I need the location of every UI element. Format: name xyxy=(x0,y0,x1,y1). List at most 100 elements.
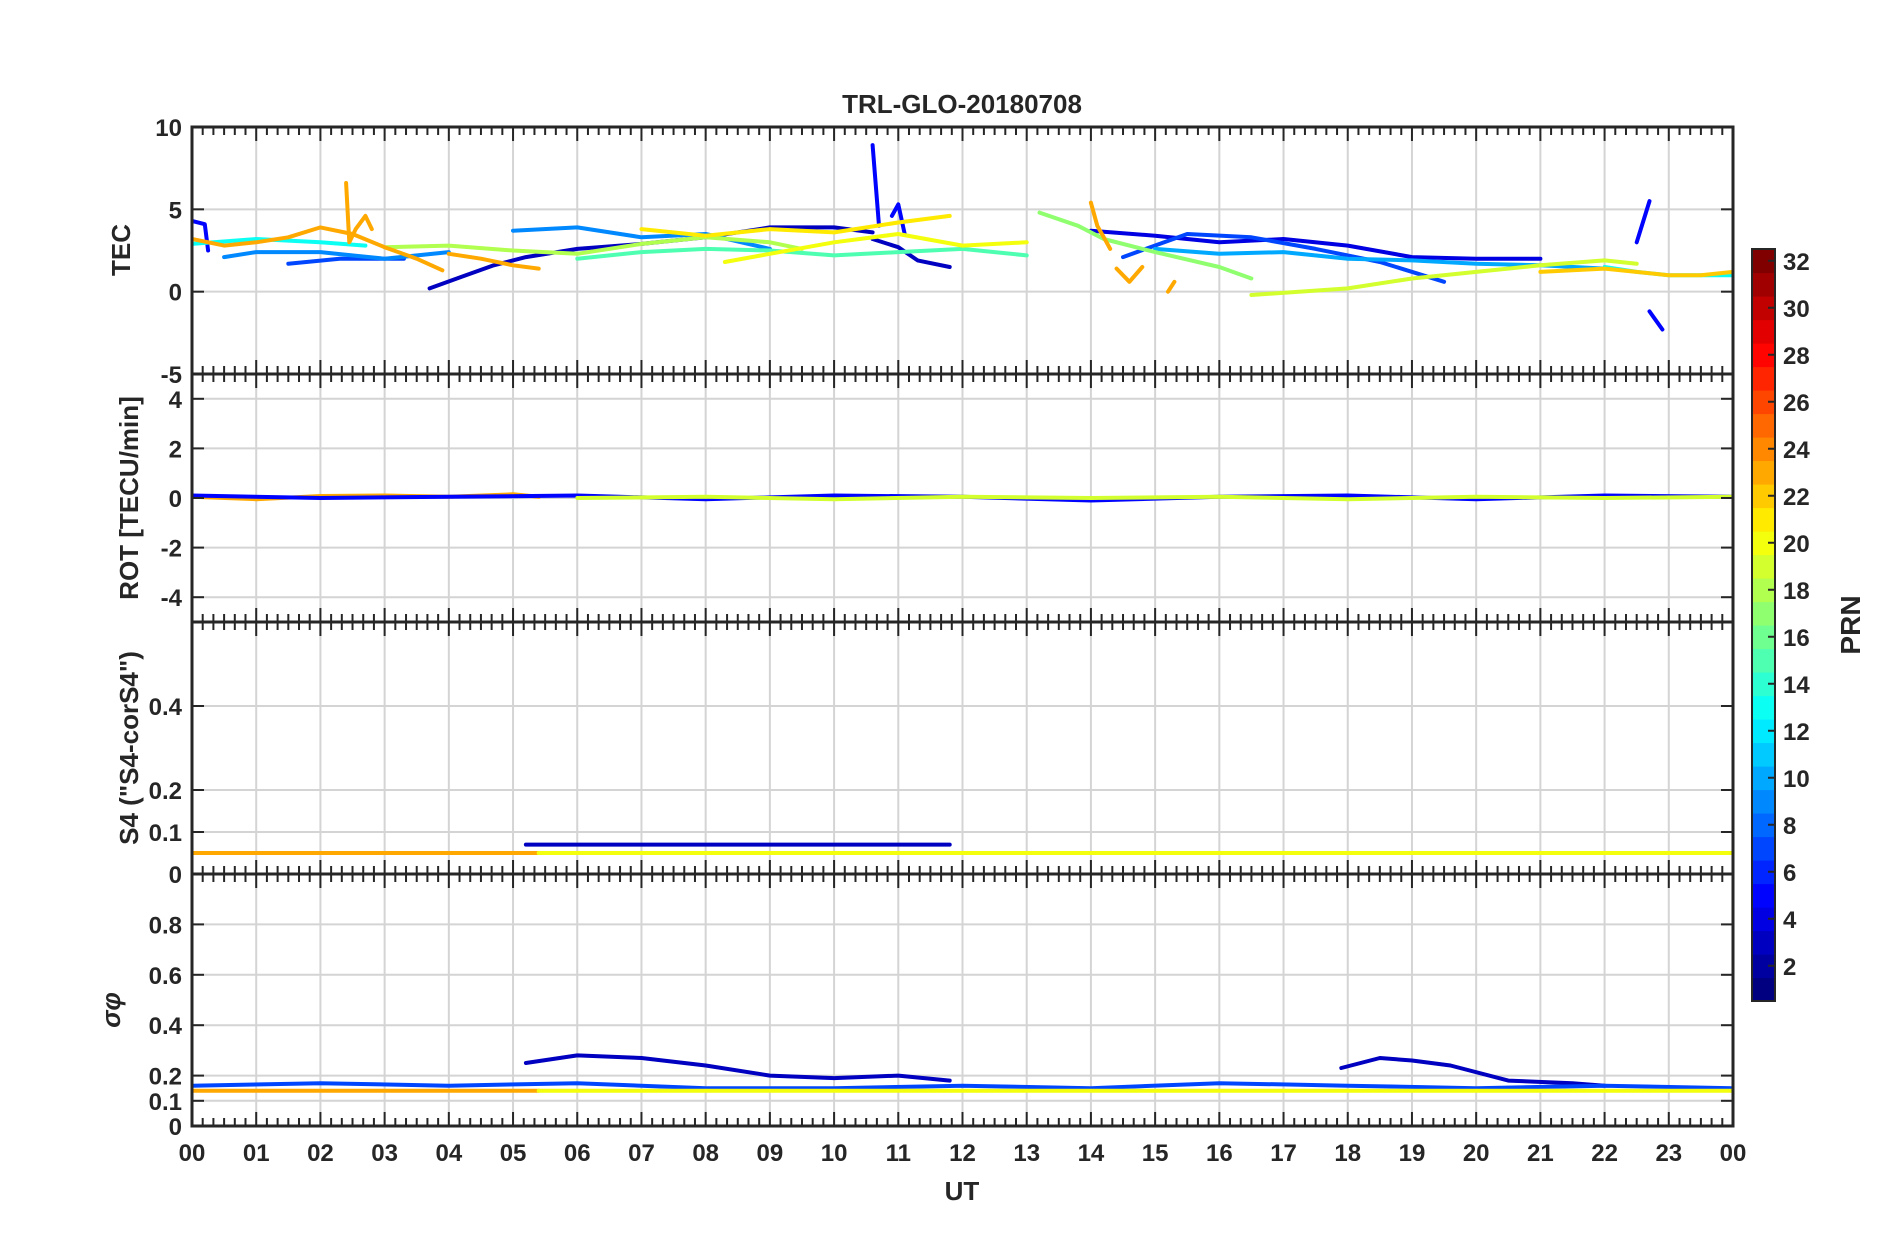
x-axis-tick-labels: 00 01 02 03 04 05 06 07 08 09 10 11 12 13 14 15 16 17 18 19… xyxy=(179,1140,1747,1167)
series-line xyxy=(427,225,875,291)
series-line xyxy=(1249,258,1639,297)
colorbar-cell xyxy=(1752,296,1775,321)
data-lines-rot xyxy=(192,492,1733,503)
y-axis-label-tec: TEC xyxy=(106,224,136,276)
colorbar-frame xyxy=(1751,248,1776,1002)
series-line xyxy=(446,251,541,271)
x-tick-label: 03 xyxy=(371,1140,398,1167)
series-line xyxy=(192,225,445,273)
colorbar-tick-label: 32 xyxy=(1783,249,1810,276)
x-tick-label: 16 xyxy=(1206,1140,1233,1167)
series-line xyxy=(382,235,804,256)
colorbar-cell xyxy=(1752,954,1775,979)
data-lines-s4 xyxy=(192,842,1733,855)
series-line xyxy=(889,202,907,236)
colorbar-label: PRN xyxy=(1835,595,1866,654)
colorbar-cell xyxy=(1752,860,1775,885)
colorbar-cell xyxy=(1752,390,1775,415)
x-tick-label: 11 xyxy=(886,1140,911,1167)
colorbar-cell xyxy=(1752,766,1775,791)
series-line xyxy=(575,246,1029,261)
y-tick-label: -4 xyxy=(161,585,183,612)
colorbar-tick-label: 20 xyxy=(1783,531,1810,558)
y-tick-label: 0.1 xyxy=(149,1089,182,1116)
series-line xyxy=(1088,200,1113,251)
x-tick-label: 09 xyxy=(757,1140,784,1167)
colorbar-cell xyxy=(1752,343,1775,368)
colorbar-tick-label: 8 xyxy=(1783,813,1796,840)
panel-s4: 0 0.1 0.2 0.4 S4 ("S4-corS4") xyxy=(114,620,1735,889)
series-line xyxy=(870,143,881,228)
colorbar-tick-label: 10 xyxy=(1783,766,1810,793)
colorbar-cell xyxy=(1752,460,1775,485)
colorbar-tick-label: 28 xyxy=(1783,343,1810,370)
series-line xyxy=(1088,228,1543,261)
colorbar-cell xyxy=(1752,977,1775,1002)
y-axis-label-s4: S4 ("S4-corS4") xyxy=(114,651,144,845)
colorbar-cell xyxy=(1752,437,1775,462)
colorbar-cell xyxy=(1752,366,1775,391)
x-tick-label: 19 xyxy=(1399,1140,1426,1167)
panel-rot: -4 -2 0 2 4 ROT [TECU/min] xyxy=(114,372,1735,624)
colorbar-cell xyxy=(1752,742,1775,767)
y-tick-label: 0.4 xyxy=(149,694,183,721)
colorbar-cell xyxy=(1752,695,1775,720)
y-tick-label: -5 xyxy=(161,362,182,389)
colorbar-cell xyxy=(1752,578,1775,603)
y-axis-label-rot: ROT [TECU/min] xyxy=(114,396,144,600)
x-tick-label: 02 xyxy=(307,1140,334,1167)
colorbar-tick-label: 18 xyxy=(1783,578,1810,605)
colorbar-cell xyxy=(1752,531,1775,556)
series-line xyxy=(1647,309,1665,332)
y-tick-label: 0.1 xyxy=(149,820,182,847)
colorbar-cell xyxy=(1752,272,1775,297)
colorbar-cell xyxy=(1752,789,1775,814)
y-tick-label: 0 xyxy=(169,1114,182,1141)
x-tick-label: 23 xyxy=(1655,1140,1682,1167)
y-tick-label: 10 xyxy=(155,115,182,142)
series-line xyxy=(192,1081,1733,1091)
series-line xyxy=(1121,232,1447,284)
axes-frame-sigma-phi xyxy=(190,872,1735,1128)
data-lines-sigma-phi xyxy=(192,1053,1733,1093)
colorbar-tick-label: 4 xyxy=(1783,907,1797,934)
series-line xyxy=(1339,1056,1607,1088)
colorbar-cell xyxy=(1752,319,1775,344)
colorbar-cell xyxy=(1752,719,1775,744)
x-tick-label: 08 xyxy=(692,1140,719,1167)
colorbar-cell xyxy=(1752,836,1775,861)
colorbar-tick-label: 14 xyxy=(1783,672,1810,699)
colorbar-tick-label: 2 xyxy=(1783,954,1796,981)
y-tick-label: 2 xyxy=(169,436,182,463)
colorbar-cell xyxy=(1752,601,1775,626)
series-line xyxy=(192,237,368,248)
colorbar-tick-label: 26 xyxy=(1783,390,1810,417)
series-line xyxy=(1634,199,1652,245)
y-axis-label-sigma-phi: σφ xyxy=(96,992,126,1028)
y-tick-label: 0 xyxy=(169,280,182,307)
colorbar-tick-label: 30 xyxy=(1783,296,1810,323)
y-tick-label: 0 xyxy=(169,486,182,513)
colorbar-cell xyxy=(1752,883,1775,908)
x-tick-label: 14 xyxy=(1078,1140,1105,1167)
colorbar-cell xyxy=(1752,507,1775,532)
y-tick-label: 0 xyxy=(169,862,182,889)
colorbar-cell xyxy=(1752,813,1775,838)
x-tick-label: 00 xyxy=(179,1140,206,1167)
colorbar-tick-label: 22 xyxy=(1783,484,1810,511)
x-tick-label: 06 xyxy=(564,1140,591,1167)
panel-tec: -5 0 5 10 TEC xyxy=(106,115,1735,389)
colorbar-tick-label: 24 xyxy=(1783,437,1810,464)
panel-sigma-phi: 00.10.2 0.4 0.6 0.8 σφ xyxy=(96,872,1735,1141)
x-tick-label: 01 xyxy=(243,1140,270,1167)
x-tick-label: 12 xyxy=(949,1140,976,1167)
x-tick-label: 00 xyxy=(1720,1140,1747,1167)
x-tick-label: 07 xyxy=(628,1140,655,1167)
series-line xyxy=(523,1053,952,1083)
series-line xyxy=(1166,279,1177,294)
colorbar-cell xyxy=(1752,484,1775,509)
colorbar-cell xyxy=(1752,554,1775,579)
